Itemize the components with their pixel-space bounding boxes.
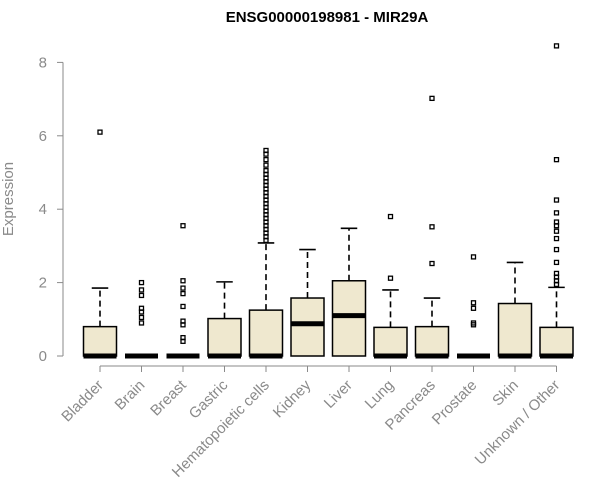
box: [331, 280, 367, 357]
outlier-point: [138, 320, 145, 326]
outlier-point: [387, 275, 394, 281]
outlier-point: [553, 259, 560, 266]
outlier-point: [553, 270, 560, 277]
y-tick-label: 0: [39, 348, 47, 365]
box-group: [207, 281, 242, 359]
box: [82, 325, 118, 357]
outlier-point: [180, 290, 186, 297]
y-tick-label: 6: [39, 128, 47, 145]
x-tick-label: Breast: [147, 376, 190, 419]
outlier-point: [180, 318, 186, 324]
outlier-point: [553, 246, 560, 253]
outlier-point: [180, 285, 186, 291]
outlier-point: [553, 157, 560, 163]
outlier-point: [180, 278, 186, 284]
box-group: [457, 254, 490, 359]
y-axis: 0 2 4 6 8: [39, 54, 64, 365]
box: [207, 317, 242, 357]
outlier-point: [429, 260, 435, 267]
box: [497, 302, 533, 357]
box-group: [166, 223, 200, 359]
outlier-point: [387, 213, 394, 220]
outlier-point: [553, 43, 560, 49]
outlier-point: [138, 279, 145, 286]
box-group: [497, 261, 533, 359]
plot-area: [82, 43, 574, 359]
box-group: [248, 147, 284, 359]
box-group: [125, 279, 158, 359]
box-group: [331, 227, 367, 357]
box: [248, 309, 284, 357]
box-group: [373, 213, 408, 359]
x-tick-label: Lung: [362, 377, 398, 413]
outlier-point: [180, 223, 186, 229]
y-tick-label: 4: [39, 201, 47, 218]
x-tick-label: Bladder: [58, 377, 107, 426]
x-tick-label: Kidney: [270, 376, 315, 421]
outlier-point: [553, 210, 560, 216]
outlier-point: [263, 157, 269, 163]
outlier-point: [429, 224, 435, 230]
outlier-point: [553, 228, 560, 234]
y-tick-label: 2: [39, 275, 47, 292]
chart-title: ENSG00000198981 - MIR29A: [226, 9, 429, 26]
box: [539, 326, 574, 357]
box: [290, 297, 325, 357]
x-tick-label: Liver: [321, 377, 356, 412]
outlier-point: [429, 95, 435, 102]
outlier-point: [263, 168, 269, 174]
outlier-point: [138, 305, 145, 311]
outlier-point: [263, 162, 269, 168]
box-group: [82, 129, 118, 359]
box-group: [414, 95, 450, 359]
outlier-point: [180, 334, 186, 341]
outlier-point: [97, 129, 103, 135]
outlier-point: [470, 320, 477, 326]
outlier-point: [553, 235, 560, 242]
box: [414, 325, 450, 357]
outlier-point: [470, 254, 477, 260]
outlier-point: [138, 287, 145, 293]
outlier-point: [470, 305, 477, 311]
outlier-point: [470, 300, 477, 306]
outlier-point: [263, 147, 269, 154]
outlier-point: [138, 292, 145, 299]
box: [373, 326, 408, 357]
x-tick-label: Prostate: [429, 377, 481, 429]
outlier-point: [180, 303, 186, 310]
x-tick-label: Brain: [112, 377, 149, 414]
outlier-point: [138, 314, 145, 321]
outlier-point: [553, 197, 560, 203]
outlier-point: [553, 219, 560, 225]
x-tick-label: Skin: [489, 377, 522, 410]
y-axis-label: Expression: [0, 162, 17, 236]
box-group: [290, 248, 325, 357]
y-tick-label: 8: [39, 54, 47, 71]
box-group: [539, 43, 574, 359]
